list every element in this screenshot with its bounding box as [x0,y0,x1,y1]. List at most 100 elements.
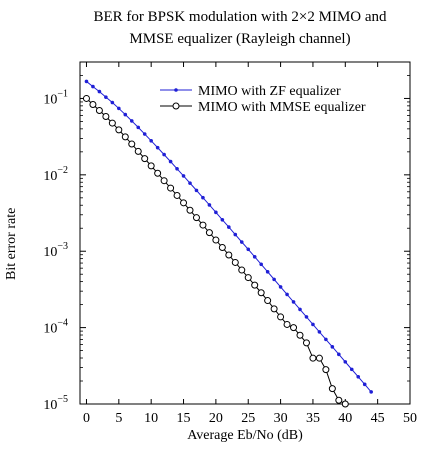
series-1-point [162,152,166,157]
series-2-point [115,126,123,134]
x-tick-label: 35 [306,411,320,426]
series-1-point [227,225,231,229]
x-tick-label: 50 [403,411,417,426]
series-1-point [362,382,367,387]
series-2-point [147,162,155,170]
series-2-point [328,385,336,393]
y-axis-label: Bit error rate [4,207,19,280]
series-1-point [136,125,141,130]
series-2-point [309,354,317,362]
series-line-2 [86,98,346,405]
x-tick-label: 40 [338,411,352,426]
series-2-point [154,169,162,177]
series-2-point [257,289,265,297]
x-tick-label: 45 [371,411,385,426]
x-tick-label: 5 [115,411,122,426]
series-2-point [277,313,285,321]
series-1-point [330,345,335,349]
series-1-point [324,337,328,342]
series-2-point [244,274,252,282]
chart-title-line-2: MMSE equalizer (Rayleigh channel) [129,31,351,47]
series-1-point [272,277,276,282]
series-2-point [238,266,246,274]
series-1-point [84,79,89,84]
series-1-point [343,360,348,364]
y-tick-label: 10−4 [43,318,68,337]
series-2-point [180,199,188,207]
series-2-point [89,101,97,109]
series-2-point [264,297,272,305]
series-1-point [337,352,341,357]
series-2-point [335,396,343,404]
series-1-point [129,119,134,123]
series-1-point [278,285,283,289]
series-1-point [285,292,289,297]
series-1-point [149,138,153,143]
series-1-point [175,166,179,171]
series-2-point [141,155,149,163]
series-2-point [199,221,207,229]
series-1-point [259,262,263,267]
series-1-point [265,270,270,274]
series-1-point [97,89,102,94]
series-1-point [181,174,186,178]
series-2-point [160,177,168,185]
series-1-point [356,375,361,379]
series-1-point [117,106,121,111]
series-1-point [110,100,115,105]
series-2-point [82,94,90,102]
series-1-point [142,132,147,136]
series-1-point [104,95,108,99]
series-1-point [207,203,212,207]
series-2-point [231,258,239,266]
y-tick-label: 10−3 [43,241,68,260]
series-2-point [251,281,259,289]
series-1-point [168,159,173,164]
series-1-point [194,188,199,193]
legend-marker-2 [172,102,180,110]
series-2-point [315,354,323,362]
x-tick-label: 0 [83,411,90,426]
series-2-point [128,140,136,148]
series-2-point [108,119,116,127]
series-1-point [188,181,192,185]
series-2-point [296,331,304,339]
y-tick-label: 10−2 [43,165,68,184]
x-tick-label: 30 [274,411,288,426]
series-2-point [302,339,310,347]
x-tick-label: 25 [241,411,255,426]
x-axis-label: Average Eb/No (dB) [187,428,303,443]
legend-label-2: MIMO with MMSE equalizer [198,100,366,115]
series-2-point [218,243,226,251]
series-2-point [95,107,103,115]
series-2-point [121,133,129,141]
series-1-point [317,330,322,334]
x-tick-label: 20 [209,411,223,426]
x-tick-label: 15 [177,411,191,426]
series-2-point [225,251,233,259]
series-2-point [290,324,298,332]
series-1-point [311,322,315,327]
series-2-point [341,400,349,408]
series-1-point [201,195,205,200]
series-1-point [369,390,373,394]
y-tick-label: 10−1 [43,88,68,107]
series-2-point [212,236,220,244]
legend-label-1: MIMO with ZF equalizer [198,84,341,99]
series-1-point [123,112,128,117]
series-2-point [205,229,213,237]
series-1-point [252,255,257,259]
series-1-point [155,145,160,150]
series-2-point [173,191,181,199]
legend-marker-1 [174,88,178,92]
series-1-point [246,247,251,252]
series-1-point [291,300,296,304]
series-1-point [91,84,95,89]
y-tick-label: 10−5 [43,394,68,413]
series-1-point [298,307,302,312]
series-line-1 [86,81,372,393]
series-1-point [304,315,309,319]
series-2-point [134,147,142,155]
